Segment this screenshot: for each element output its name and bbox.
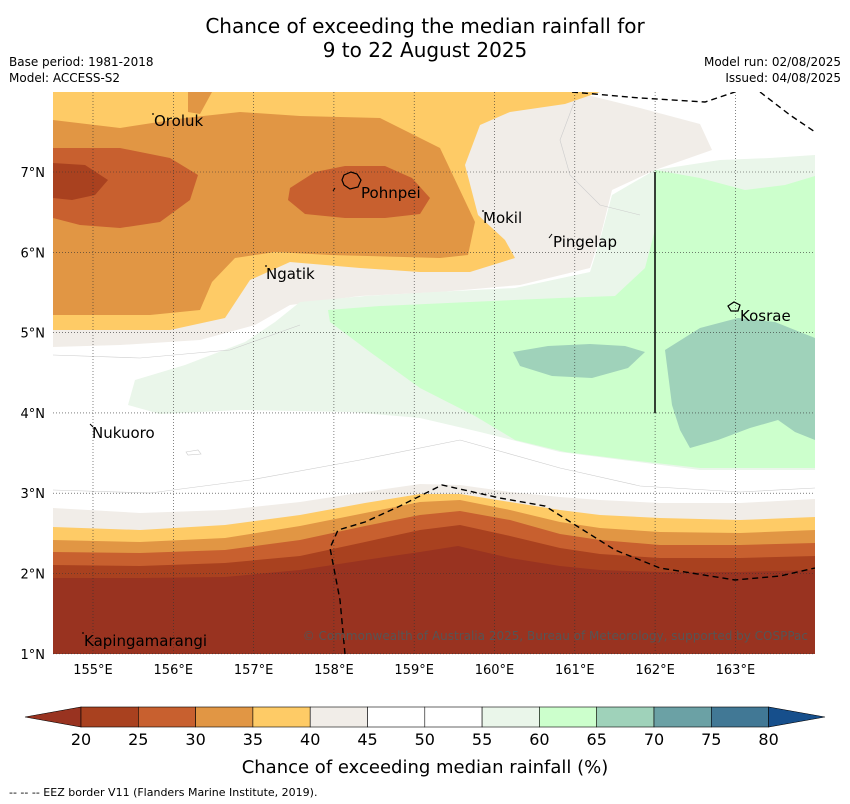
colorbar-segment	[309, 706, 368, 728]
mokil-atoll-icon	[482, 210, 484, 212]
colorbar-tick-label: 75	[701, 730, 721, 749]
longitude-tick-label: 158°E	[314, 663, 354, 678]
colorbar-tick-label: 40	[300, 730, 320, 749]
colorbar-tick-label: 35	[243, 730, 263, 749]
place-labels: Oroluk Pohnpei Mokil Pingelap Ngatik Kos…	[84, 112, 791, 650]
meta-left: Base period: 1981-2018 Model: ACCESS-S2	[9, 54, 154, 86]
kapingamarangi-atoll-icon	[82, 632, 84, 634]
longitude-tick-label: 157°E	[234, 663, 274, 678]
longitude-tick-label: 161°E	[555, 663, 595, 678]
colorbar-segment	[596, 706, 655, 728]
graticule	[53, 92, 815, 655]
pohnpei-island-icon	[341, 171, 362, 190]
place-label-oroluk: Oroluk	[154, 112, 203, 130]
colorbar: 20 25 30 35 40 45 50 55 60 65 70 75 80	[24, 706, 826, 749]
colorbar-segment	[424, 706, 483, 728]
place-label-ngatik: Ngatik	[266, 265, 315, 283]
nukuoro-atoll-icon	[89, 423, 94, 428]
base-period: Base period: 1981-2018	[9, 55, 154, 69]
latitude-tick-label: 1°N	[21, 648, 46, 663]
contour-line-1	[53, 439, 815, 494]
eez-footnote: -- -- -- EEZ border V11 (Flanders Marine…	[9, 786, 318, 799]
contour-20-25-west	[53, 163, 108, 200]
issued-date: Issued: 04/08/2025	[725, 71, 841, 85]
colorbar-segment	[653, 706, 712, 728]
longitude-tick-label: 156°E	[154, 663, 194, 678]
model-run: Model run: 02/08/2025	[703, 55, 841, 69]
colorbar-tick-label: 60	[529, 730, 549, 749]
pohnpei-islet-icon	[332, 187, 336, 192]
latitude-tick-label: 7°N	[21, 166, 46, 181]
chart-title-line-2: 9 to 22 August 2025	[322, 38, 528, 62]
longitude-tick-label: 159°E	[394, 663, 434, 678]
colorbar-tick-label: 55	[472, 730, 492, 749]
colorbar-tick-label: 65	[587, 730, 607, 749]
meta-right: Model run: 02/08/2025 Issued: 04/08/2025	[704, 54, 841, 86]
contour-25-30-pohnpei	[288, 166, 430, 218]
longitude-tick-labels: 155°E 156°E 157°E 158°E 159°E 160°E 161°E 162°E…	[73, 663, 755, 678]
longitude-tick-label: 162°E	[635, 663, 675, 678]
longitude-tick-label: 155°E	[73, 663, 113, 678]
colorbar-tick-label: 70	[644, 730, 664, 749]
colorbar-segment	[252, 706, 311, 728]
place-label-kosrae: Kosrae	[740, 307, 791, 325]
place-label-pohnpei: Pohnpei	[361, 184, 421, 202]
contour-under-20-south	[53, 546, 815, 654]
model-name: Model: ACCESS-S2	[9, 71, 121, 85]
latitude-tick-label: 4°N	[21, 407, 46, 422]
eez-border-north-east	[759, 92, 815, 133]
contour-line-4	[185, 449, 202, 456]
colorbar-segment	[367, 706, 426, 728]
colorbar-tick-label: 20	[71, 730, 91, 749]
rainfall-map: Oroluk Pohnpei Mokil Pingelap Ngatik Kos…	[21, 92, 826, 778]
kosrae-island-icon	[727, 301, 741, 312]
islands	[82, 113, 741, 634]
contour-65-70-east	[665, 318, 815, 448]
colorbar-tick-label: 30	[185, 730, 205, 749]
latitude-tick-label: 5°N	[21, 327, 46, 342]
latitude-tick-label: 3°N	[21, 487, 46, 502]
longitude-tick-label: 160°E	[475, 663, 515, 678]
colorbar-tick-label: 50	[415, 730, 435, 749]
contour-fill	[53, 92, 815, 654]
colorbar-tick-label: 80	[758, 730, 778, 749]
longitude-tick-label: 163°E	[716, 663, 756, 678]
contour-line-3	[559, 99, 641, 216]
place-label-kapingamarangi: Kapingamarangi	[84, 632, 207, 650]
latitude-tick-label: 2°N	[21, 568, 46, 583]
colorbar-segment	[80, 706, 139, 728]
colorbar-segment	[539, 706, 598, 728]
contour-line-2	[53, 324, 301, 359]
place-label-pingelap: Pingelap	[553, 233, 617, 251]
colorbar-tick-label: 25	[128, 730, 148, 749]
place-label-nukuoro: Nukuoro	[92, 424, 155, 442]
contour-30-35-north-top	[188, 92, 212, 114]
latitude-tick-label: 6°N	[21, 246, 46, 261]
colorbar-under-arrow	[24, 706, 82, 728]
colorbar-over-arrow	[768, 706, 826, 728]
chart-title-line-1: Chance of exceeding the median rainfall …	[205, 14, 645, 38]
eez-borders	[329, 92, 815, 654]
eez-border-south	[329, 484, 815, 654]
colorbar-segment	[195, 706, 254, 728]
latitude-tick-labels: 7°N 6°N 5°N 4°N 3°N 2°N 1°N	[21, 166, 46, 663]
place-label-mokil: Mokil	[483, 209, 522, 227]
colorbar-tick-label: 45	[357, 730, 377, 749]
ngatik-atoll-icon	[265, 265, 267, 267]
colorbar-segment	[710, 706, 769, 728]
colorbar-title: Chance of exceeding median rainfall (%)	[242, 757, 609, 778]
colorbar-segment	[481, 706, 540, 728]
copyright-notice: © Commonwealth of Australia 2025, Bureau…	[303, 629, 808, 643]
oroluk-atoll-icon	[152, 113, 154, 115]
eez-border-north	[571, 92, 736, 103]
colorbar-segment	[138, 706, 196, 728]
pingelap-atoll-icon	[548, 233, 553, 239]
contour-65-70-central	[513, 344, 645, 378]
